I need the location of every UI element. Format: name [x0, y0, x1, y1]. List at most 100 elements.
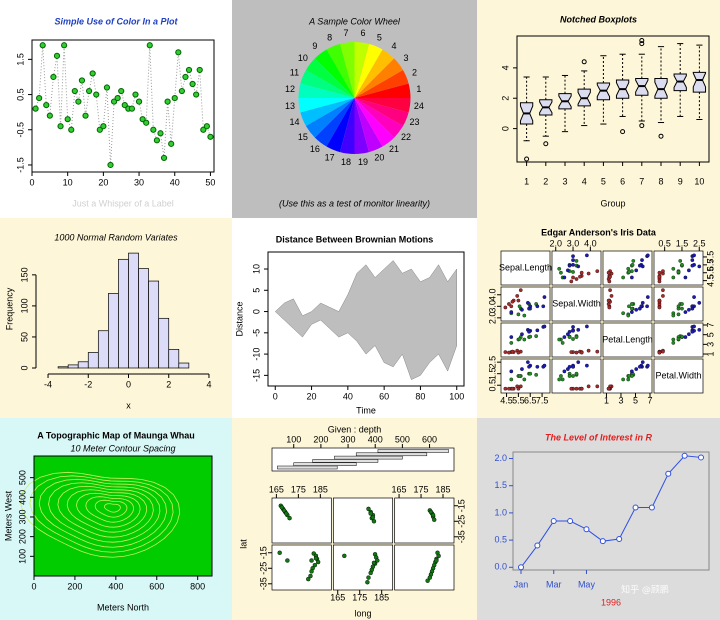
point [634, 268, 639, 273]
y-tick-label: 0 [500, 126, 510, 131]
point [687, 268, 691, 273]
point [503, 305, 508, 310]
point [692, 295, 696, 299]
chart-title: Notched Boxplots [560, 14, 637, 24]
point [586, 271, 591, 276]
point [168, 140, 175, 147]
point [509, 369, 514, 374]
x-tick-label: 100 [449, 391, 464, 401]
bar [168, 349, 180, 369]
point [89, 70, 96, 77]
slice [300, 98, 355, 126]
chart-panel: Edgar Anderson's Iris Data Sepal.Length Se… [477, 218, 720, 418]
point [559, 270, 563, 275]
point [516, 350, 521, 355]
x-axis-label: x [126, 400, 131, 410]
point [135, 98, 143, 105]
point [46, 112, 53, 119]
point [574, 277, 579, 281]
point [574, 335, 579, 339]
point [630, 306, 634, 311]
x-tick-label: 30 [134, 177, 144, 187]
y-tick-label: -35 [258, 577, 268, 590]
point [576, 264, 581, 269]
slice [354, 98, 403, 138]
point [368, 570, 373, 576]
contour-line [20, 471, 181, 558]
point [535, 328, 540, 333]
point [586, 348, 591, 353]
point [535, 304, 540, 309]
point [503, 350, 508, 354]
bar [148, 280, 160, 369]
y-tick-label: 10 [251, 264, 261, 274]
point [630, 275, 634, 280]
chart-title: 1000 Normal Random Variates [54, 232, 178, 242]
point [574, 350, 579, 355]
point [164, 98, 171, 105]
point [542, 295, 547, 299]
point [193, 91, 200, 98]
slice-label: 1 [416, 84, 421, 94]
point [640, 360, 645, 365]
chart-title: A Sample Color Wheel [308, 16, 401, 26]
slice-label: 21 [389, 144, 399, 154]
slice-label: 4 [392, 41, 397, 51]
point [571, 270, 575, 274]
y-tick-label: 2.0 [487, 312, 497, 325]
point [678, 259, 683, 263]
point [657, 279, 662, 284]
x-tick-label: -4 [44, 379, 52, 389]
point [509, 304, 514, 309]
point [690, 329, 695, 334]
point [527, 364, 531, 369]
slice [314, 49, 355, 98]
point [585, 363, 589, 368]
point [526, 300, 530, 305]
point [576, 360, 581, 365]
panel-cell [271, 544, 332, 591]
point [565, 268, 570, 273]
point [608, 288, 612, 293]
point [645, 253, 650, 258]
point [82, 112, 89, 119]
bar [138, 268, 149, 369]
x-tick-label: 80 [415, 391, 425, 401]
slice-label: 24 [414, 101, 424, 111]
y-tick-label: 0 [19, 365, 29, 370]
y-tick-label: 5.5 [705, 266, 715, 279]
series-line [35, 45, 211, 165]
point [428, 509, 434, 515]
point [595, 349, 600, 354]
x-tick-label: 500 [395, 434, 410, 444]
point [697, 327, 702, 332]
slice-label: 14 [289, 117, 299, 127]
point [200, 126, 207, 133]
point [287, 515, 292, 521]
x-axis-label: 1996 [601, 597, 621, 607]
variable-name: Petal.Length [602, 334, 653, 344]
chart-panel: Simple Use of Color In a Plot 0 10 20 30 40 50… [0, 0, 232, 218]
slice-label: 17 [325, 152, 335, 162]
bar [178, 362, 190, 369]
slice [354, 83, 411, 98]
point [671, 337, 676, 342]
slice-label: 19 [358, 157, 368, 167]
point [571, 275, 575, 280]
x-tick-label: 165 [269, 484, 284, 494]
point [434, 558, 439, 563]
x-tick-label: 1 [604, 395, 609, 405]
y-tick-label: 2.0 [494, 453, 507, 463]
y-tick-label: 7.5 [705, 251, 715, 264]
y-tick-label: -1.5 [15, 157, 25, 173]
x-tick-label: 3 [618, 395, 623, 405]
subtitle: (Use this as a test of monitor linearity… [279, 198, 430, 208]
y-tick-label: 3.0 [487, 300, 497, 313]
point [683, 310, 688, 314]
bar [128, 252, 139, 369]
point [637, 263, 642, 268]
point [681, 452, 688, 459]
point [509, 377, 514, 382]
x-tick-label: 0 [29, 177, 34, 187]
slice [354, 49, 395, 98]
